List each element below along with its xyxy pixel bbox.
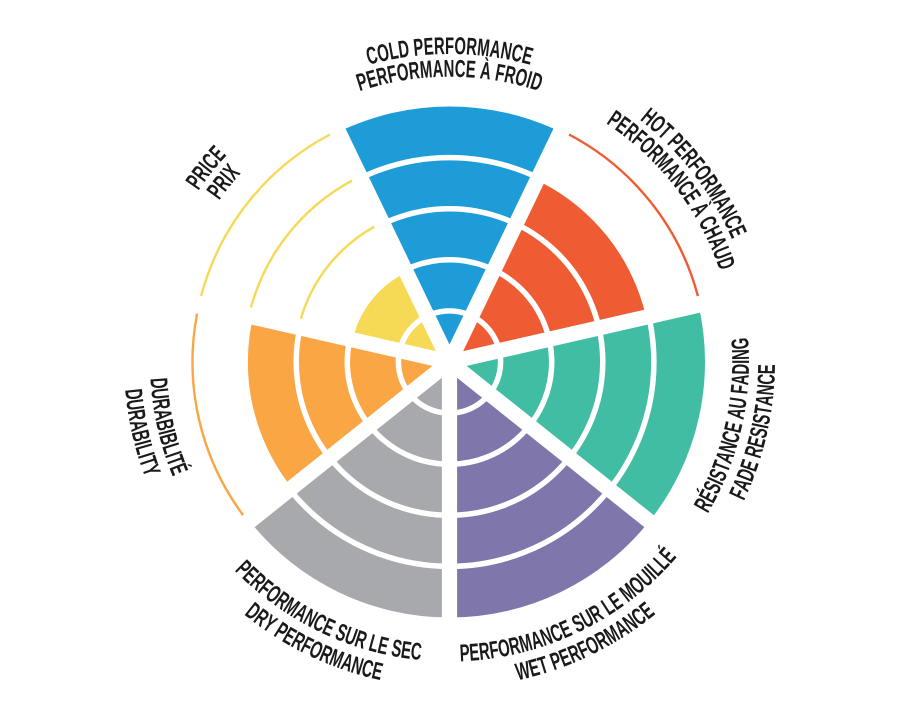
svg-text:N: N: [753, 383, 780, 396]
svg-text:À: À: [479, 57, 493, 86]
svg-text:F: F: [493, 60, 507, 88]
svg-text:G: G: [728, 337, 755, 350]
svg-text:O: O: [395, 59, 411, 87]
svg-text:U: U: [725, 396, 753, 410]
svg-text:A: A: [723, 406, 751, 422]
svg-text:O: O: [454, 33, 466, 60]
svg-text:M: M: [476, 35, 491, 63]
svg-text:A: A: [432, 56, 444, 83]
svg-text:A: A: [728, 373, 755, 386]
svg-text:F: F: [445, 33, 454, 60]
svg-text:P: P: [412, 35, 424, 62]
svg-text:M: M: [419, 57, 433, 84]
svg-text:I: I: [523, 67, 534, 94]
svg-text:F: F: [488, 637, 501, 665]
svg-text:I: I: [728, 360, 755, 364]
svg-text:R: R: [478, 638, 492, 666]
svg-text:I: I: [128, 438, 155, 449]
svg-text:N: N: [728, 349, 755, 360]
svg-text:O: O: [496, 635, 512, 663]
svg-text:E: E: [423, 34, 435, 61]
svg-text:D: D: [144, 377, 171, 390]
svg-text:E: E: [465, 57, 477, 84]
svg-text:C: C: [409, 639, 423, 667]
svg-text:I: I: [132, 450, 159, 462]
svg-text:A: A: [148, 407, 176, 423]
svg-text:U: U: [120, 398, 148, 412]
svg-text:C: C: [754, 373, 781, 385]
svg-text:R: R: [465, 34, 478, 61]
svg-text:W: W: [513, 657, 533, 686]
svg-text:N: N: [498, 38, 513, 66]
svg-text:I: I: [748, 421, 775, 430]
svg-text:F: F: [727, 384, 754, 396]
svg-text:D: D: [728, 363, 755, 374]
svg-text:O: O: [375, 40, 392, 68]
svg-text:R: R: [122, 408, 150, 423]
svg-text:A: A: [488, 36, 503, 64]
svg-text:R: R: [146, 397, 174, 412]
svg-text:R: R: [407, 58, 421, 86]
svg-text:A: A: [752, 393, 780, 407]
svg-text:R: R: [434, 33, 446, 60]
svg-text:U: U: [145, 387, 173, 401]
svg-text:D: D: [119, 388, 147, 401]
svg-text:S: S: [389, 635, 404, 663]
svg-text:S: S: [749, 412, 777, 427]
svg-text:E: E: [754, 364, 781, 375]
svg-text:E: E: [468, 640, 480, 667]
svg-text:E: E: [399, 637, 413, 665]
svg-text:D: D: [396, 36, 410, 64]
svg-text:C: C: [454, 56, 466, 83]
svg-text:N: N: [444, 56, 455, 83]
svg-text:P: P: [459, 640, 470, 667]
svg-text:I: I: [152, 427, 179, 437]
